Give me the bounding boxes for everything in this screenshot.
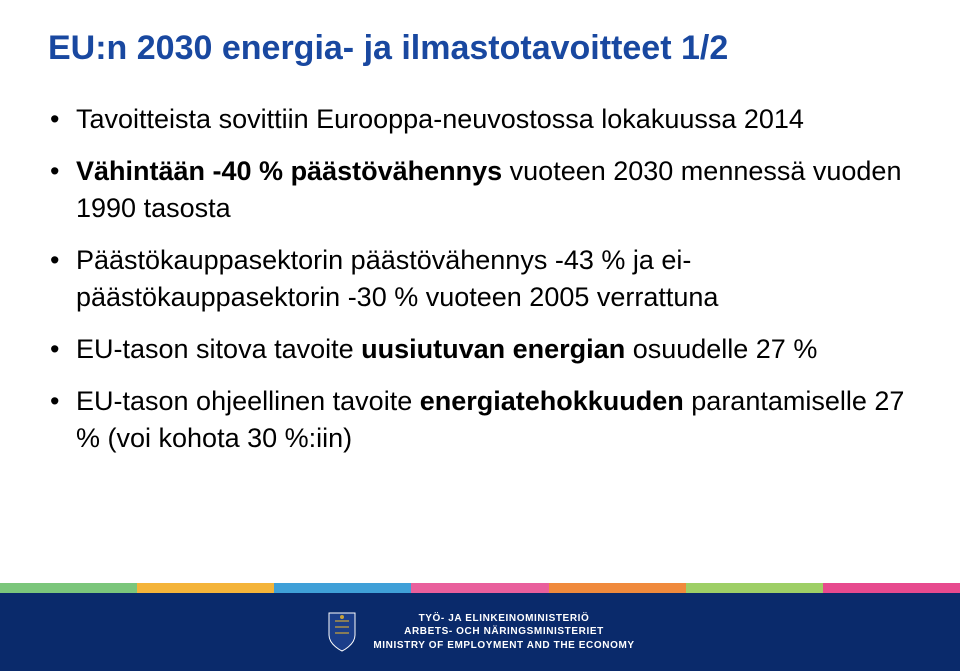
stripe <box>274 583 411 593</box>
slide-title: EU:n 2030 energia- ja ilmastotavoitteet … <box>48 28 912 69</box>
footer-bar: TYÖ- JA ELINKEINOMINISTERIÖ ARBETS- OCH … <box>0 593 960 671</box>
footer: TYÖ- JA ELINKEINOMINISTERIÖ ARBETS- OCH … <box>0 583 960 671</box>
list-item: EU-tason ohjeellinen tavoite energiateho… <box>48 383 912 456</box>
stripe <box>411 583 548 593</box>
ministry-text: TYÖ- JA ELINKEINOMINISTERIÖ ARBETS- OCH … <box>373 612 634 653</box>
bullet-list: Tavoitteista sovittiin Eurooppa-neuvosto… <box>48 101 912 457</box>
emphasis-text: energiatehokkuuden <box>420 386 684 416</box>
ministry-line: ARBETS- OCH NÄRINGSMINISTERIET <box>373 625 634 639</box>
body-text: EU-tason ohjeellinen tavoite <box>76 386 420 416</box>
list-item: EU-tason sitova tavoite uusiutuvan energ… <box>48 331 912 367</box>
emphasis-text: Vähintään -40 % päästövähennys <box>76 156 502 186</box>
list-item: Päästökauppasektorin päästövähennys -43 … <box>48 242 912 315</box>
color-stripes <box>0 583 960 593</box>
stripe <box>0 583 137 593</box>
ministry-line: MINISTRY OF EMPLOYMENT AND THE ECONOMY <box>373 639 634 653</box>
stripe <box>549 583 686 593</box>
emphasis-text: uusiutuvan energian <box>361 334 625 364</box>
body-text: EU-tason sitova tavoite <box>76 334 361 364</box>
stripe <box>686 583 823 593</box>
ministry-crest-icon <box>325 611 359 653</box>
body-text: osuudelle 27 % <box>625 334 817 364</box>
stripe <box>137 583 274 593</box>
list-item: Tavoitteista sovittiin Eurooppa-neuvosto… <box>48 101 912 137</box>
list-item: Vähintään -40 % päästövähennys vuoteen 2… <box>48 153 912 226</box>
slide: EU:n 2030 energia- ja ilmastotavoitteet … <box>0 0 960 671</box>
stripe <box>823 583 960 593</box>
ministry-line: TYÖ- JA ELINKEINOMINISTERIÖ <box>373 612 634 626</box>
